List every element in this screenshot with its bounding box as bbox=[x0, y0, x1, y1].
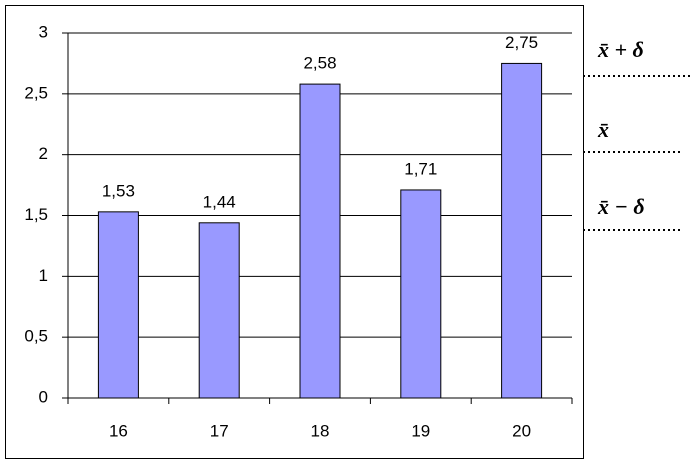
bar bbox=[501, 62, 543, 399]
value-label: 1,44 bbox=[203, 192, 236, 211]
bar bbox=[198, 222, 240, 399]
chart-border bbox=[5, 5, 584, 459]
y-tick-label: 0 bbox=[39, 387, 48, 406]
x-tick-label: 17 bbox=[210, 421, 229, 440]
value-label: 2,75 bbox=[505, 33, 538, 52]
bar bbox=[299, 83, 341, 399]
y-tick-label: 0,5 bbox=[24, 327, 48, 346]
x-tick-label: 19 bbox=[411, 421, 430, 440]
value-label: 1,71 bbox=[404, 159, 437, 178]
annotation: x̄ − δ bbox=[597, 194, 645, 219]
y-tick-label: 2 bbox=[39, 144, 48, 163]
x-tick-label: 18 bbox=[311, 421, 330, 440]
annotation: x̄ + δ bbox=[597, 37, 644, 62]
x-tick-label: 20 bbox=[512, 421, 531, 440]
x-tick-label: 16 bbox=[109, 421, 128, 440]
y-tick-label: 3 bbox=[39, 22, 48, 41]
value-label: 2,58 bbox=[303, 54, 336, 73]
y-tick-label: 1,5 bbox=[24, 205, 48, 224]
value-label: 1,53 bbox=[102, 181, 135, 200]
y-tick-label: 1 bbox=[39, 266, 48, 285]
annotation: x̄ bbox=[597, 117, 609, 142]
bar bbox=[97, 211, 139, 399]
bar bbox=[400, 189, 442, 399]
y-tick-label: 2,5 bbox=[24, 83, 48, 102]
